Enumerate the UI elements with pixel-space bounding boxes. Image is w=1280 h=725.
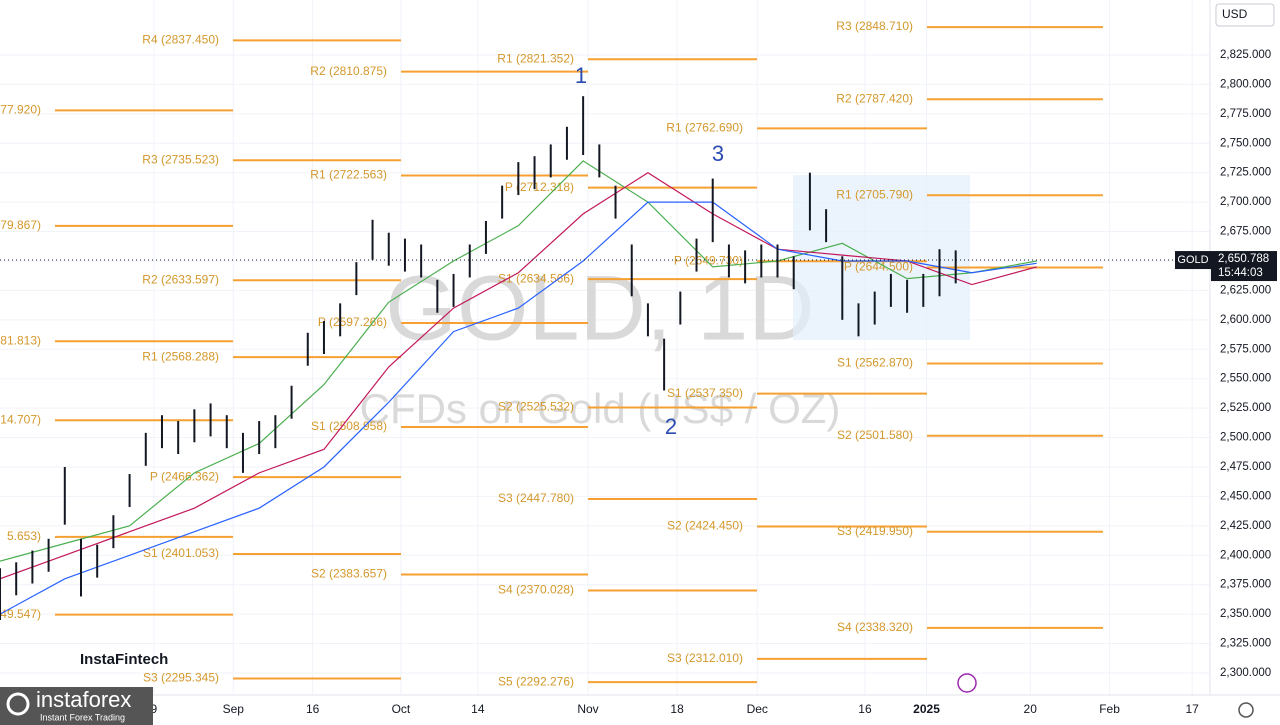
pivot-label: 5.653) (7, 529, 41, 543)
pivot-label: S3 (2419.950) (837, 524, 913, 538)
pivot-label: R2 (2787.420) (836, 91, 913, 105)
watermark-title: GOLD, 1D (385, 257, 814, 359)
x-tick-label: Feb (1099, 702, 1120, 716)
pivot-label: S2 (2424.450) (667, 519, 743, 533)
price-label: 2,650.788 (1218, 253, 1269, 265)
pivot-label: R2 (2633.597) (142, 272, 219, 286)
pivot-label: S3 (2312.010) (667, 651, 743, 665)
forex-tagline: Instant Forex Trading (40, 712, 125, 722)
event-icon[interactable] (957, 673, 977, 693)
pivot-label: R3 (2848.710) (836, 19, 913, 33)
pivot-label: R3 (2735.523) (142, 152, 219, 166)
watermark-subtitle: CFDs on Gold (US$ / OZ) (360, 385, 841, 432)
currency-button[interactable] (1215, 3, 1275, 27)
pivot-label: R4 (2837.450) (142, 32, 219, 46)
fintech-logo: InstaFintech (80, 651, 168, 668)
pivot-label: S1 (2537.350) (667, 386, 743, 400)
y-tick-label: 2,500.000 (1220, 432, 1271, 444)
pivot-label: R2 (2810.875) (310, 64, 387, 78)
symbol-tag (1175, 251, 1211, 270)
wave-label: 1 (575, 63, 587, 88)
pivot-label: S1 (2401.053) (143, 546, 219, 560)
x-tick-label: Sep (223, 702, 245, 716)
x-tick-label: 17 (1186, 702, 1200, 716)
pivot-label: 81.813) (0, 333, 41, 347)
pivot-label: S5 (2292.276) (498, 674, 574, 688)
y-tick-label: 2,325.000 (1220, 638, 1271, 650)
y-tick-label: 2,425.000 (1220, 520, 1271, 532)
y-tick-label: 2,750.000 (1220, 137, 1271, 149)
y-tick-label: 2,525.000 (1220, 402, 1271, 414)
pivot-label: R1 (2722.563) (310, 168, 387, 182)
y-tick-label: 2,450.000 (1220, 490, 1271, 502)
pivot-label: R1 (2762.690) (666, 120, 743, 134)
moving-average (0, 201, 1037, 615)
pivot-label: S2 (2525.532) (498, 400, 574, 414)
x-tick-label: Nov (577, 702, 598, 716)
currency-label[interactable]: USD (1222, 7, 1248, 21)
pivot-label: R1 (2568.288) (142, 349, 219, 363)
pivot-label: 79.867) (0, 218, 41, 232)
wave-label: 2 (665, 414, 677, 439)
moving-average (0, 160, 1037, 562)
pivot-label: P (2644.500) (844, 260, 913, 274)
pivot-label: 77.920) (0, 103, 41, 117)
countdown: 15:44:03 (1218, 267, 1263, 279)
pivot-label: S1 (2562.870) (837, 356, 913, 370)
forex-logo-bg (0, 687, 153, 725)
y-tick-label: 2,375.000 (1220, 579, 1271, 591)
pivot-label: S3 (2447.780) (498, 491, 574, 505)
y-tick-label: 2,625.000 (1220, 284, 1271, 296)
x-tick-label: 2025 (913, 702, 940, 716)
moving-average (0, 171, 1037, 580)
y-tick-label: 2,775.000 (1220, 108, 1271, 120)
x-tick-label: 16 (858, 702, 872, 716)
y-tick-label: 2,400.000 (1220, 549, 1271, 561)
time-axis (0, 695, 1210, 725)
y-tick-label: 2,600.000 (1220, 314, 1271, 326)
y-tick-label: 2,300.000 (1220, 667, 1271, 679)
pivot-label: S1 (2508.958) (311, 419, 387, 433)
wave-label: 3 (712, 141, 724, 166)
x-tick-label: 9 (151, 702, 158, 716)
y-tick-label: 2,475.000 (1220, 461, 1271, 473)
price-axis (1210, 0, 1280, 725)
y-tick-label: 2,700.000 (1220, 196, 1271, 208)
pivot-label: S3 (2295.345) (143, 671, 219, 685)
y-tick-label: 2,350.000 (1220, 608, 1271, 620)
pivot-label: R1 (2705.790) (836, 187, 913, 201)
pivot-label: S2 (2383.657) (311, 567, 387, 581)
pivot-label: P (2466.362) (150, 469, 219, 483)
pivot-label: 49.547) (0, 607, 41, 621)
axes: 2,300.000 2,325.000 2,350.000 2,375.000 2,40… (151, 49, 1277, 716)
x-tick-label: 16 (306, 702, 320, 716)
y-tick-label: 2,825.000 (1220, 49, 1271, 61)
symbol-label: GOLD (1177, 254, 1208, 266)
forex-logo-icon (6, 692, 30, 716)
pivot-label: 14.707) (0, 412, 41, 426)
x-tick-label: 20 (1024, 702, 1038, 716)
pivot-label: S2 (2501.580) (837, 428, 913, 442)
pivot-label: S4 (2370.028) (498, 583, 574, 597)
price-tag (1211, 251, 1277, 282)
plot: 77.920) 79.867) 81.813) 14.707) 5.653) 49.547… (0, 19, 1210, 688)
forex-logo: instaforex (36, 687, 131, 712)
x-tick-label: 18 (670, 702, 684, 716)
pivot-label: S4 (2338.320) (837, 620, 913, 634)
y-tick-label: 2,725.000 (1220, 167, 1271, 179)
settings-icon[interactable] (1238, 702, 1254, 718)
y-tick-label: 2,675.000 (1220, 226, 1271, 238)
y-tick-label: 2,550.000 (1220, 373, 1271, 385)
x-tick-label: Oct (392, 702, 411, 716)
x-tick-label: 14 (471, 702, 485, 716)
y-tick-label: 2,800.000 (1220, 78, 1271, 90)
pivot-label: R1 (2821.352) (497, 51, 574, 65)
x-tick-label: Dec (747, 702, 768, 716)
y-tick-label: 2,575.000 (1220, 343, 1271, 355)
pivot-label: P (2712.318) (505, 180, 574, 194)
